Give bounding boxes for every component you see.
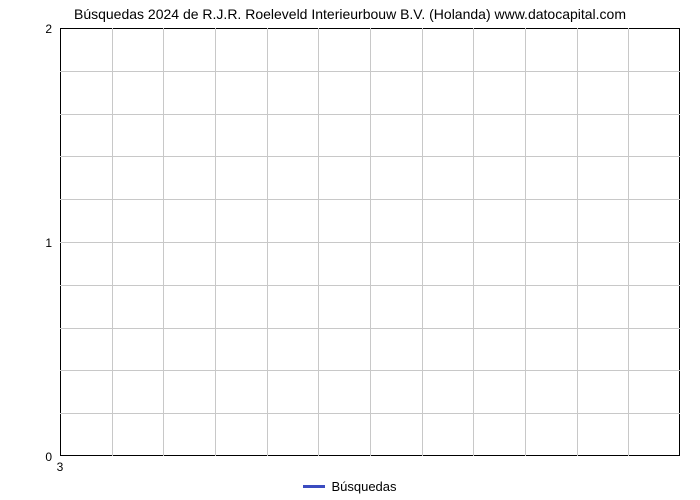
grid-line-v xyxy=(215,28,216,456)
legend-swatch xyxy=(303,485,325,488)
x-tick-label: 3 xyxy=(50,460,70,474)
grid-line-v xyxy=(267,28,268,456)
chart-title: Búsquedas 2024 de R.J.R. Roeleveld Inter… xyxy=(0,6,700,22)
grid-line-v xyxy=(628,28,629,456)
grid-line-v xyxy=(473,28,474,456)
grid-line-v xyxy=(422,28,423,456)
y-tick-label: 0 xyxy=(0,450,52,464)
plot-area xyxy=(60,28,680,456)
grid-line-v xyxy=(163,28,164,456)
legend: Búsquedas xyxy=(0,475,700,494)
grid-line-v xyxy=(318,28,319,456)
grid-line-v xyxy=(370,28,371,456)
y-tick-label: 1 xyxy=(0,236,52,250)
legend-item: Búsquedas xyxy=(303,479,396,494)
y-tick-label: 2 xyxy=(0,22,52,36)
grid-line-v xyxy=(525,28,526,456)
legend-label: Búsquedas xyxy=(331,479,396,494)
grid-line-v xyxy=(577,28,578,456)
grid-line-v xyxy=(112,28,113,456)
